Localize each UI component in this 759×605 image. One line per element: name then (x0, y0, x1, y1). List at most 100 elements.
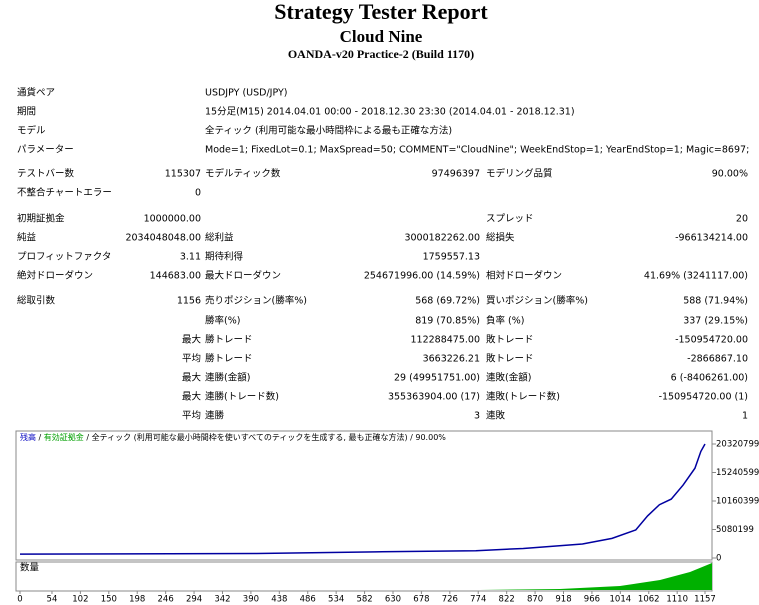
stat-label: 初期証拠金 (17, 213, 65, 225)
y-tick-label: 15240599 (716, 468, 759, 478)
x-tick-label: 678 (413, 595, 429, 605)
stat-value: 29 (49951751.00) (394, 373, 480, 384)
stat-value: 0 (195, 188, 201, 199)
stat-value: 3663226.21 (423, 354, 480, 365)
stat-value: -2866867.10 (687, 354, 748, 365)
stat-value: 254671996.00 (14.59%) (364, 271, 480, 282)
stat-value: 1000000.00 (144, 214, 201, 225)
x-tick-label: 534 (328, 595, 344, 605)
stat-value: 最大 (182, 334, 202, 346)
stat-value: 3000182262.00 (404, 233, 480, 244)
balance-line (19, 443, 706, 555)
info-value: 15分足(M15) 2014.04.01 00:00 - 2018.12.30 … (205, 107, 575, 118)
x-tick-label: 1062 (638, 595, 660, 605)
stat-label: モデリング品質 (486, 168, 553, 180)
stat-label: 総損失 (486, 232, 515, 244)
x-tick-label: 198 (129, 595, 145, 605)
stat-value: 97496397 (432, 169, 480, 180)
stat-label: 不整合チャートエラー (17, 187, 112, 199)
x-tick-label: 0 (17, 595, 22, 605)
stat-label: スプレッド (486, 214, 534, 225)
stat-label: 勝率(%) (205, 315, 240, 327)
stat-value: 平均 (182, 353, 201, 365)
graph-legend: 残高 / 有効証拠金 / 全ティック (利用可能な最小時間枠を使いすべてのティッ… (20, 432, 446, 442)
x-tick-label: 294 (186, 595, 202, 605)
stat-value: -966134214.00 (675, 233, 748, 244)
y-tick-label: 20320799 (716, 440, 759, 450)
stat-value: 1759557.13 (423, 252, 480, 263)
stat-value: 3.11 (180, 252, 201, 263)
stat-label: プロフィットファクタ (17, 252, 111, 263)
stat-label: 最大ドローダウン (205, 270, 281, 282)
x-tick-label: 1157 (694, 595, 716, 605)
legend-item: 全ティック (利用可能な最小時間枠を使いすべてのティックを生成する, 最も正確な… (92, 432, 408, 442)
info-value: 全ティック (利用可能な最小時間枠による最も正確な方法) (205, 125, 452, 137)
stat-label: 純益 (17, 232, 37, 244)
stat-value: 2034048048.00 (125, 233, 201, 244)
legend-item: 残高 (20, 432, 36, 442)
y-tick-label: 10160399 (716, 497, 759, 507)
legend-item: / (36, 433, 44, 442)
x-tick-label: 822 (499, 595, 515, 605)
x-tick-label: 1014 (610, 595, 632, 605)
x-tick-label: 342 (214, 595, 230, 605)
x-tick-label: 150 (101, 595, 117, 605)
stat-value: 1156 (177, 296, 201, 307)
stat-value: -150954720.00 (1) (659, 392, 748, 403)
stat-label: 敗トレード (486, 353, 534, 365)
stat-label: 絶対ドローダウン (17, 270, 93, 282)
info-label: 期間 (17, 107, 36, 118)
stat-label: 連敗 (486, 410, 506, 422)
x-tick-label: 630 (385, 595, 401, 605)
x-tick-label: 486 (300, 595, 316, 605)
stat-value: 568 (69.72%) (415, 296, 480, 307)
stat-label: 相対ドローダウン (486, 270, 562, 282)
info-label: パラメーター (17, 145, 74, 156)
volume-label: 数量 (20, 562, 40, 574)
y-tick-label: 5080199 (716, 525, 754, 535)
volume-frame (15, 561, 713, 592)
x-tick-label: 390 (243, 595, 259, 605)
stat-value: 3 (474, 411, 480, 422)
info-value: Mode=1; FixedLot=0.1; MaxSpread=50; COMM… (205, 145, 749, 156)
volume-area (480, 563, 712, 590)
stat-value: 1 (742, 411, 748, 422)
x-tick-label: 726 (442, 595, 458, 605)
stat-label: 連敗(トレード数) (486, 391, 560, 403)
info-label: 通貨ペア (17, 87, 55, 99)
legend-item: / (408, 433, 416, 442)
stat-label: 勝トレード (205, 334, 253, 346)
stat-label: 連勝(金額) (205, 372, 250, 384)
legend-item: 90.00% (415, 433, 446, 442)
x-tick-label: 870 (527, 595, 543, 605)
x-tick-label: 966 (584, 595, 600, 605)
stat-label: 連勝(トレード数) (205, 391, 279, 403)
stat-value: 90.00% (712, 169, 748, 180)
info-value: USDJPY (USD/JPY) (205, 88, 287, 99)
stat-value: 115307 (165, 169, 201, 180)
stat-value: 144683.00 (150, 271, 201, 282)
stat-value: 337 (29.15%) (683, 316, 748, 327)
x-tick-label: 438 (271, 595, 287, 605)
stat-value: 355363904.00 (17) (388, 392, 480, 403)
stat-value: 41.69% (3241117.00) (644, 271, 748, 282)
stat-label: 総利益 (205, 232, 234, 244)
x-tick-label: 102 (72, 595, 88, 605)
stat-label: 勝トレード (205, 353, 253, 365)
stat-label: モデルティック数 (205, 168, 281, 180)
stat-label: 連勝 (205, 410, 225, 422)
stat-label: 総取引数 (17, 295, 56, 307)
x-tick-label: 774 (470, 595, 486, 605)
stat-value: 20 (736, 214, 748, 225)
stat-value: 最大 (182, 372, 202, 384)
legend-item: 有効証拠金 (44, 432, 84, 442)
legend-item: / (84, 433, 92, 442)
stat-value: 平均 (182, 410, 201, 422)
graph-frame (15, 430, 713, 561)
stat-label: 買いポジション(勝率%) (486, 295, 588, 307)
report-subtitle: Cloud Nine (340, 27, 423, 46)
stat-value: 112288475.00 (410, 335, 480, 346)
stat-label: テストバー数 (17, 168, 75, 180)
stat-value: 588 (71.94%) (683, 296, 748, 307)
